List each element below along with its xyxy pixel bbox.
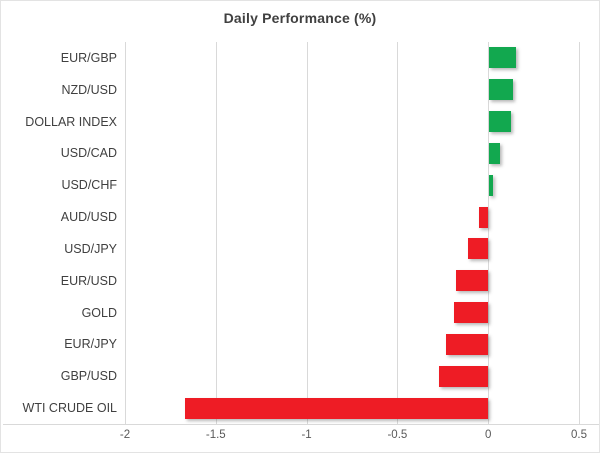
x-tick-label--1: -1 (301, 429, 312, 441)
bar-nzd-usd (489, 79, 513, 101)
category-label-usd-jpy: USD/JPY (64, 241, 117, 256)
gridline-x--1 (306, 42, 308, 424)
gridline-x-0.5 (579, 42, 580, 424)
x-tick-label--2: -2 (119, 429, 131, 441)
category-label-eur-gbp: EUR/GBP (60, 50, 117, 65)
bar-eur-usd (455, 270, 489, 292)
category-label-eur-jpy: EUR/JPY (64, 337, 117, 352)
category-label-aud-usd: AUD/USD (60, 210, 117, 225)
x-axis-line (3, 424, 599, 425)
bar-eur-gbp (489, 47, 517, 69)
bar-usd-chf (489, 174, 493, 196)
plot-area (125, 42, 580, 424)
x-tick-label-0.5: 0.5 (571, 429, 587, 441)
gridline-x--2 (125, 42, 126, 424)
category-label-gbp-usd: GBP/USD (60, 369, 117, 384)
gridline-x--0.5 (397, 42, 399, 424)
x-tick-label-0: 0 (484, 429, 492, 441)
category-label-wti-crude-oil: WTI CRUDE OIL (22, 401, 117, 416)
category-label-usd-cad: USD/CAD (60, 146, 117, 161)
category-label-nzd-usd: NZD/USD (61, 82, 117, 97)
category-label-eur-usd: EUR/USD (60, 273, 117, 288)
gridline-x-0 (488, 42, 490, 424)
bar-aud-usd (479, 206, 489, 228)
bar-gbp-usd (439, 365, 489, 387)
x-tick-label--0.5: -0.5 (387, 429, 408, 441)
x-tick-label--1.5: -1.5 (205, 429, 226, 441)
chart-title: Daily Performance (%) (223, 10, 377, 26)
bar-wti-crude-oil (184, 397, 489, 419)
category-label-usd-chf: USD/CHF (61, 178, 117, 193)
gridline-x--1.5 (215, 42, 217, 424)
category-label-gold: GOLD (81, 305, 117, 320)
bar-dollar-index (489, 111, 511, 133)
bar-eur-jpy (446, 333, 489, 355)
category-label-dollar-index: DOLLAR INDEX (25, 114, 117, 129)
bar-usd-cad (489, 142, 501, 164)
bar-usd-jpy (468, 238, 489, 260)
bar-gold (453, 302, 489, 324)
